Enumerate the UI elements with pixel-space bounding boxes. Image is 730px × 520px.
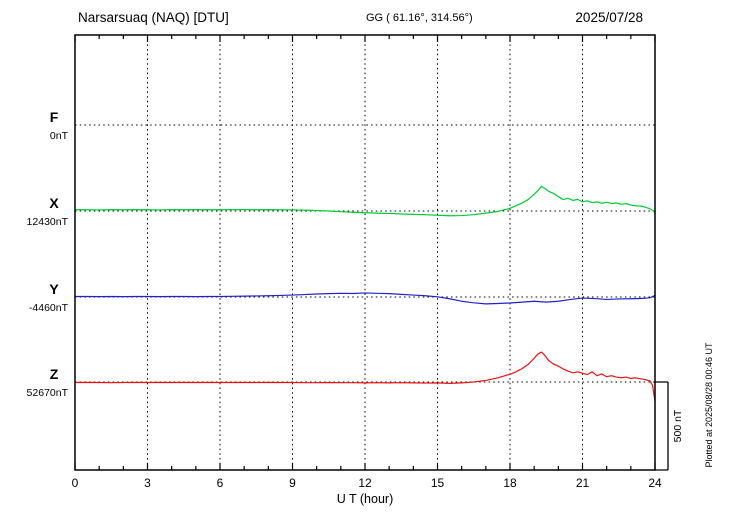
axis-tick-labels: 0 3 6 9 12 15 18 21 24 [72,476,662,490]
geographic-coordinates: GG ( 61.16°, 314.56°) [366,12,473,24]
channel-baseline-value-X: 12430nT [27,216,69,228]
channel-baselines [75,124,655,383]
x-tick-label: 3 [144,476,151,490]
x-tick-label: 6 [217,476,224,490]
x-tick-label: 21 [576,476,590,490]
x-tick-label: 24 [648,476,662,490]
station-title: Narsarsuaq (NAQ) [DTU] [78,10,229,25]
data-traces [74,185,656,402]
x-tick-label: 12 [358,476,372,490]
trace-Z [74,351,656,402]
x-tick-label: 18 [503,476,517,490]
x-tick-label: 15 [431,476,445,490]
scale-bar-bracket [655,381,669,471]
plot-date: 2025/07/28 [575,10,643,25]
plotted-timestamp-note: Plotted at 2025/08/28 00:46 UT [704,342,714,468]
channel-labels: F 0nT X 12430nT Y -4460nT Z 52670nT [27,109,69,399]
channel-baseline-value-Y: -4460nT [29,302,69,314]
channel-name-Z: Z [50,366,59,382]
trace-X [74,185,656,217]
channel-name-Y: Y [49,281,59,297]
scale-bar-label: 500 nT [672,409,684,442]
plot-frame [74,34,656,471]
channel-baseline-value-F: 0nT [50,130,69,142]
channel-name-X: X [49,195,59,211]
gridlines [147,35,583,470]
x-axis-label: U T (hour) [337,492,394,506]
x-tick-label: 0 [72,476,79,490]
trace-Y [74,292,656,305]
channel-name-F: F [50,109,59,125]
scale-bar: 500 nT [655,381,684,471]
channel-baseline-value-Z: 52670nT [27,387,69,399]
x-tick-label: 9 [289,476,296,490]
